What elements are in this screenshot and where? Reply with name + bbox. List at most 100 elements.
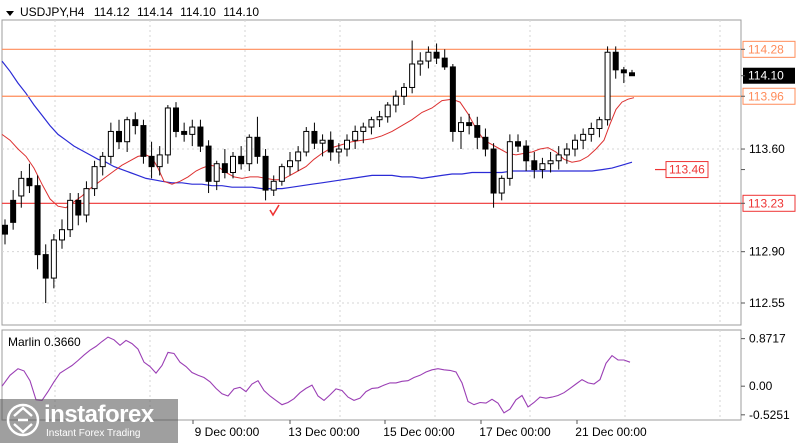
- candle-body-up: [124, 119, 131, 143]
- target-label: 113.46: [669, 163, 705, 177]
- candle: [515, 134, 521, 152]
- candle: [539, 157, 546, 179]
- candle: [67, 193, 74, 238]
- candle: [474, 116, 481, 150]
- candle-body-up: [59, 229, 65, 241]
- candle: [75, 193, 82, 226]
- candle-body-down: [116, 130, 122, 143]
- watermark-tagline: Instant Forex Trading: [46, 428, 141, 439]
- candle-body-up: [319, 139, 326, 144]
- candle-body-up: [246, 136, 253, 165]
- candle-body-down: [42, 254, 49, 279]
- candle-body-up: [360, 126, 367, 132]
- candle: [287, 151, 293, 176]
- candle: [580, 128, 587, 150]
- candle-body-up: [230, 155, 236, 174]
- ma-blue-line: [1, 60, 633, 190]
- symbol-dropdown-icon[interactable]: [6, 11, 14, 16]
- candle: [156, 146, 163, 176]
- candle-body-up: [384, 104, 391, 118]
- marlin-line: [1, 336, 631, 414]
- watermark: instaforex Instant Forex Trading: [0, 399, 178, 443]
- candle: [2, 219, 8, 245]
- candle: [360, 122, 367, 144]
- candle-body-down: [311, 130, 318, 144]
- current-price-label: 114.10: [748, 69, 784, 83]
- candle-body-down: [221, 163, 228, 173]
- candle-body-up: [539, 163, 546, 171]
- candle-body-down: [629, 72, 635, 77]
- instaforex-logo-icon: [6, 403, 40, 437]
- candle: [189, 119, 196, 147]
- candle: [384, 102, 391, 123]
- candle: [303, 127, 310, 157]
- candle-body-up: [164, 107, 171, 156]
- candle: [140, 119, 147, 164]
- candle-body-up: [409, 63, 416, 88]
- candle: [417, 52, 424, 76]
- candle: [409, 40, 416, 94]
- current-price-box: [743, 67, 795, 84]
- candle: [148, 141, 155, 179]
- candle: [401, 83, 407, 106]
- candle-body-up: [213, 163, 220, 182]
- candle: [34, 175, 41, 270]
- candle: [449, 63, 456, 142]
- price-plot-frame: [1, 19, 742, 326]
- candle-body-up: [604, 51, 611, 121]
- candle-body-down: [327, 139, 334, 153]
- candle: [531, 151, 538, 179]
- price-tick-label: 112.55: [749, 296, 785, 310]
- svg-text:USDJPY,H4 114.12: USDJPY,H4 114.12 114.14 114.10 114.10: [20, 5, 259, 19]
- candle-body-down: [482, 136, 489, 150]
- candle: [124, 116, 131, 152]
- candle-body-down: [523, 145, 530, 162]
- candle: [132, 112, 139, 135]
- candle-body-up: [506, 141, 513, 179]
- candle-body-up: [189, 126, 196, 135]
- level-label: 113.23: [748, 196, 784, 210]
- candle-body-down: [10, 199, 17, 223]
- marlin-series-line: [1, 336, 631, 414]
- watermark-brand: instaforex: [44, 401, 154, 428]
- candle-body-up: [18, 177, 25, 197]
- candles: [2, 40, 635, 304]
- candle-body-up: [335, 148, 342, 153]
- candle-body-down: [254, 136, 261, 157]
- candle: [221, 149, 228, 179]
- time-tick-label: 21 Dec 00:00: [575, 425, 647, 439]
- candle: [425, 46, 432, 69]
- candle-body-down: [2, 224, 8, 235]
- candle-body-down: [449, 66, 456, 132]
- candle-body-down: [433, 51, 440, 59]
- candle-body-up: [67, 199, 74, 231]
- time-tick-label: 9 Dec 00:00: [195, 425, 260, 439]
- candle-body-down: [515, 141, 521, 147]
- time-tick-label: 17 Dec 00:00: [479, 425, 551, 439]
- level-label: 114.28: [748, 42, 784, 56]
- candle-body-up: [50, 239, 57, 279]
- candle-body-up: [295, 151, 302, 162]
- candle: [327, 131, 334, 161]
- symbol-label: USDJPY,H4: [20, 5, 85, 19]
- candle: [392, 90, 399, 113]
- candle: [59, 219, 65, 249]
- candle: [563, 143, 570, 164]
- candle-body-down: [466, 122, 473, 127]
- candle-body-down: [490, 148, 497, 194]
- candle-body-up: [588, 128, 595, 135]
- candle-body-up: [91, 166, 98, 190]
- candle: [441, 49, 448, 70]
- candle-body-down: [238, 155, 245, 165]
- candle: [42, 244, 49, 304]
- time-tick-label: 15 Dec 00:00: [383, 425, 455, 439]
- candle-body-up: [425, 51, 432, 62]
- candle: [205, 140, 212, 194]
- candle: [506, 134, 513, 186]
- candle: [83, 181, 90, 223]
- candle-body-up: [572, 139, 578, 150]
- candle: [588, 122, 595, 142]
- candle: [344, 134, 350, 157]
- candle-body-down: [441, 57, 448, 68]
